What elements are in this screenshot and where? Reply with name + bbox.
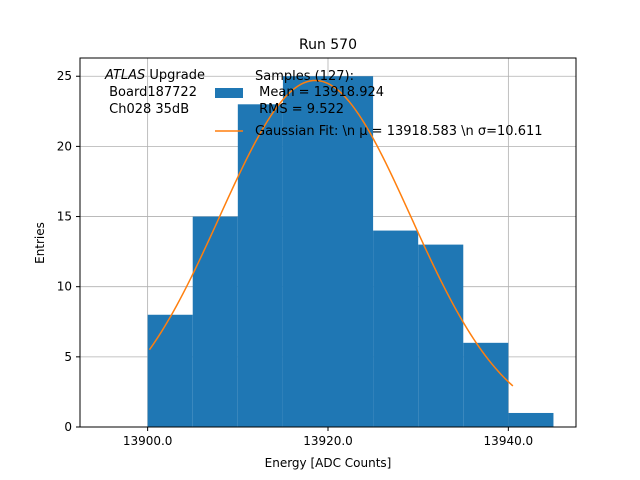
legend: Samples (127): Mean = 13918.924 RMS = 9.…	[215, 69, 543, 139]
annotation-atlas: ATLAS	[104, 68, 145, 83]
histogram-bar	[508, 412, 554, 427]
chart-title: Run 570	[299, 37, 357, 53]
y-tick-label: 0	[64, 420, 72, 434]
x-tick-label: 13900.0	[123, 434, 173, 448]
y-tick-label: 5	[64, 350, 72, 364]
annotation-line-3: Ch028 35dB	[105, 102, 189, 117]
x-axis-label: Energy [ADC Counts]	[265, 456, 392, 470]
y-tick-label: 20	[57, 139, 72, 153]
x-tick-label: 13920.0	[303, 434, 353, 448]
x-axis-ticks: 13900.0 13920.0 13940.0	[123, 427, 533, 448]
histogram-bar	[192, 216, 238, 427]
legend-samples-line-3: RMS = 9.522	[255, 102, 344, 117]
y-axis-label: Entries	[33, 222, 47, 264]
histogram-bars	[147, 76, 554, 428]
y-axis-ticks: 0 5 10 15 20 25	[57, 69, 80, 434]
annotation-upgrade: Upgrade	[145, 68, 205, 83]
legend-samples-swatch	[215, 88, 243, 98]
histogram-bar	[282, 76, 328, 428]
gaussian-fit-line	[148, 79, 514, 387]
y-tick-label: 15	[57, 210, 72, 224]
histogram-bar	[373, 230, 419, 427]
y-tick-label: 10	[57, 280, 72, 294]
atlas-annotation: ATLAS Upgrade Board187722 Ch028 35dB	[104, 68, 205, 117]
x-tick-label: 13940.0	[484, 434, 534, 448]
legend-fit-label: Gaussian Fit: \n μ = 13918.583 \n σ=10.6…	[255, 124, 543, 139]
histogram-bar	[418, 244, 464, 427]
histogram-bar	[147, 314, 193, 427]
histogram-bar	[328, 76, 374, 428]
legend-samples-line-2: Mean = 13918.924	[255, 85, 384, 100]
gaussian-fit-curve	[148, 79, 514, 387]
histogram-bar	[237, 104, 283, 427]
y-tick-label: 25	[57, 69, 72, 83]
annotation-line-2: Board187722	[105, 85, 197, 100]
legend-samples-line-1: Samples (127):	[255, 69, 354, 84]
annotation-line-1: ATLAS Upgrade	[104, 68, 205, 83]
